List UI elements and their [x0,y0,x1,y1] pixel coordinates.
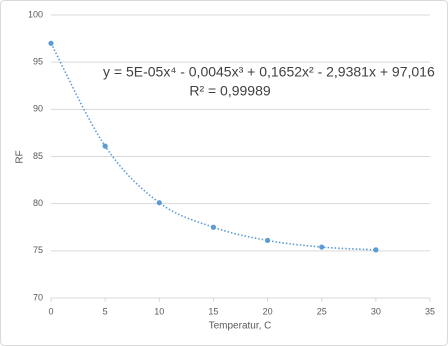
y-tick-label: 85 [33,151,43,161]
x-axis-label: Temperatur, C [209,321,272,332]
data-point [210,224,217,230]
y-tick-label: 70 [33,292,43,302]
y-tick-label: 90 [33,104,43,114]
data-point [264,237,271,244]
r-squared: R² = 0,99989 [189,83,271,99]
y-tick-label: 100 [28,9,43,19]
x-tick-label: 35 [425,306,435,316]
x-tick-label: 0 [48,306,53,316]
y-tick-label: 95 [33,57,43,67]
data-point [102,143,108,149]
y-tick-label: 80 [33,198,43,208]
x-tick-label: 25 [317,306,327,316]
x-tick-label: 5 [103,306,108,316]
data-point [156,200,162,206]
x-tick-label: 20 [263,306,273,316]
x-tick-label: 30 [371,306,381,316]
y-tick-label: 75 [33,245,43,255]
trendline-equation: y = 5E-05x⁴ - 0,0045x³ + 0,1652x² - 2,93… [103,64,435,80]
data-point [48,40,54,46]
x-tick-label: 10 [154,306,164,316]
y-axis-label: RF [15,150,26,163]
x-tick-label: 15 [208,306,218,316]
data-point [319,244,325,250]
data-point [373,247,379,253]
